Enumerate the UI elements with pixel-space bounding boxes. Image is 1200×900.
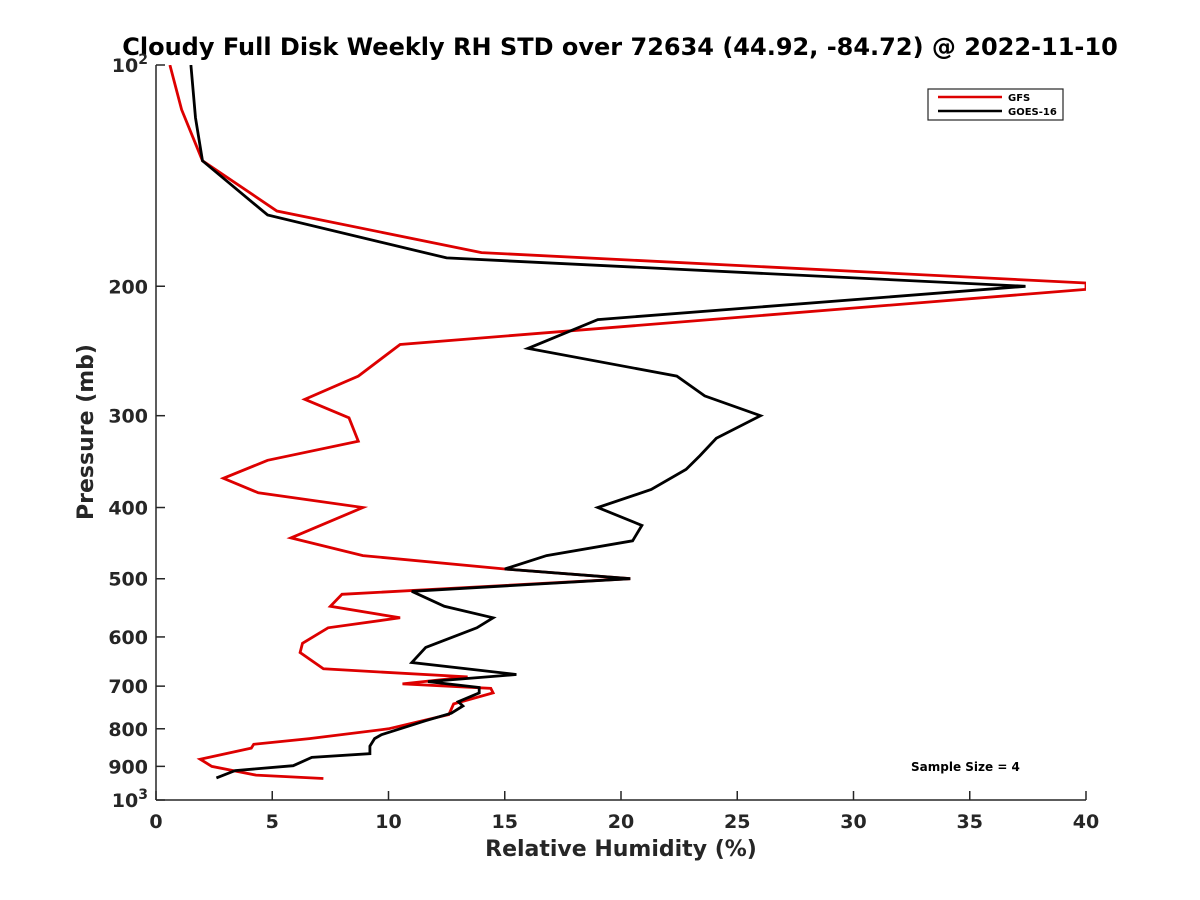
y-tick-label-base: 10	[112, 790, 138, 812]
y-tick-label: 900	[108, 756, 148, 778]
legend-box	[927, 88, 1064, 121]
y-tick-label-exponent: 3	[138, 787, 148, 803]
legend-label-gfs: GFS	[1008, 93, 1030, 104]
series-line-gfs	[168, 65, 1086, 780]
x-tick-label: 40	[1073, 811, 1099, 833]
y-tick-label: 103	[112, 787, 148, 812]
x-ticks: 0 5 10 15 20 25 30 35 40	[149, 791, 1099, 833]
y-tick-label: 800	[108, 719, 148, 741]
series-line-goes16	[189, 65, 1026, 780]
x-tick-label: 35	[957, 811, 983, 833]
y-tick-label: 600	[108, 627, 148, 649]
y-tick-label-exponent: 2	[138, 52, 148, 68]
y-axis-label: Pressure (mb)	[74, 344, 99, 520]
x-tick-label: 30	[840, 811, 866, 833]
x-tick-label: 0	[149, 811, 162, 833]
y-tick-label: 102	[112, 52, 148, 77]
x-tick-label: 5	[266, 811, 279, 833]
series-lines	[168, 65, 1086, 780]
x-tick-label: 10	[375, 811, 401, 833]
y-tick-label: 200	[108, 276, 148, 298]
legend-label-goes16: GOES-16	[1008, 107, 1057, 118]
plot-axes	[155, 65, 1086, 801]
legend: GFS GOES-16	[927, 88, 1064, 121]
y-tick-label-base: 10	[112, 55, 138, 77]
sample-size-annotation: Sample Size = 4	[911, 760, 1020, 774]
x-tick-label: 20	[608, 811, 634, 833]
y-tick-label: 300	[108, 406, 148, 428]
x-axis-label: Relative Humidity (%)	[485, 837, 757, 862]
y-tick-label: 700	[108, 676, 148, 698]
y-tick-label: 400	[108, 498, 148, 520]
x-tick-label: 25	[724, 811, 750, 833]
y-tick-label: 500	[108, 569, 148, 591]
x-tick-label: 15	[492, 811, 518, 833]
chart-title: Cloudy Full Disk Weekly RH STD over 7263…	[122, 33, 1118, 61]
